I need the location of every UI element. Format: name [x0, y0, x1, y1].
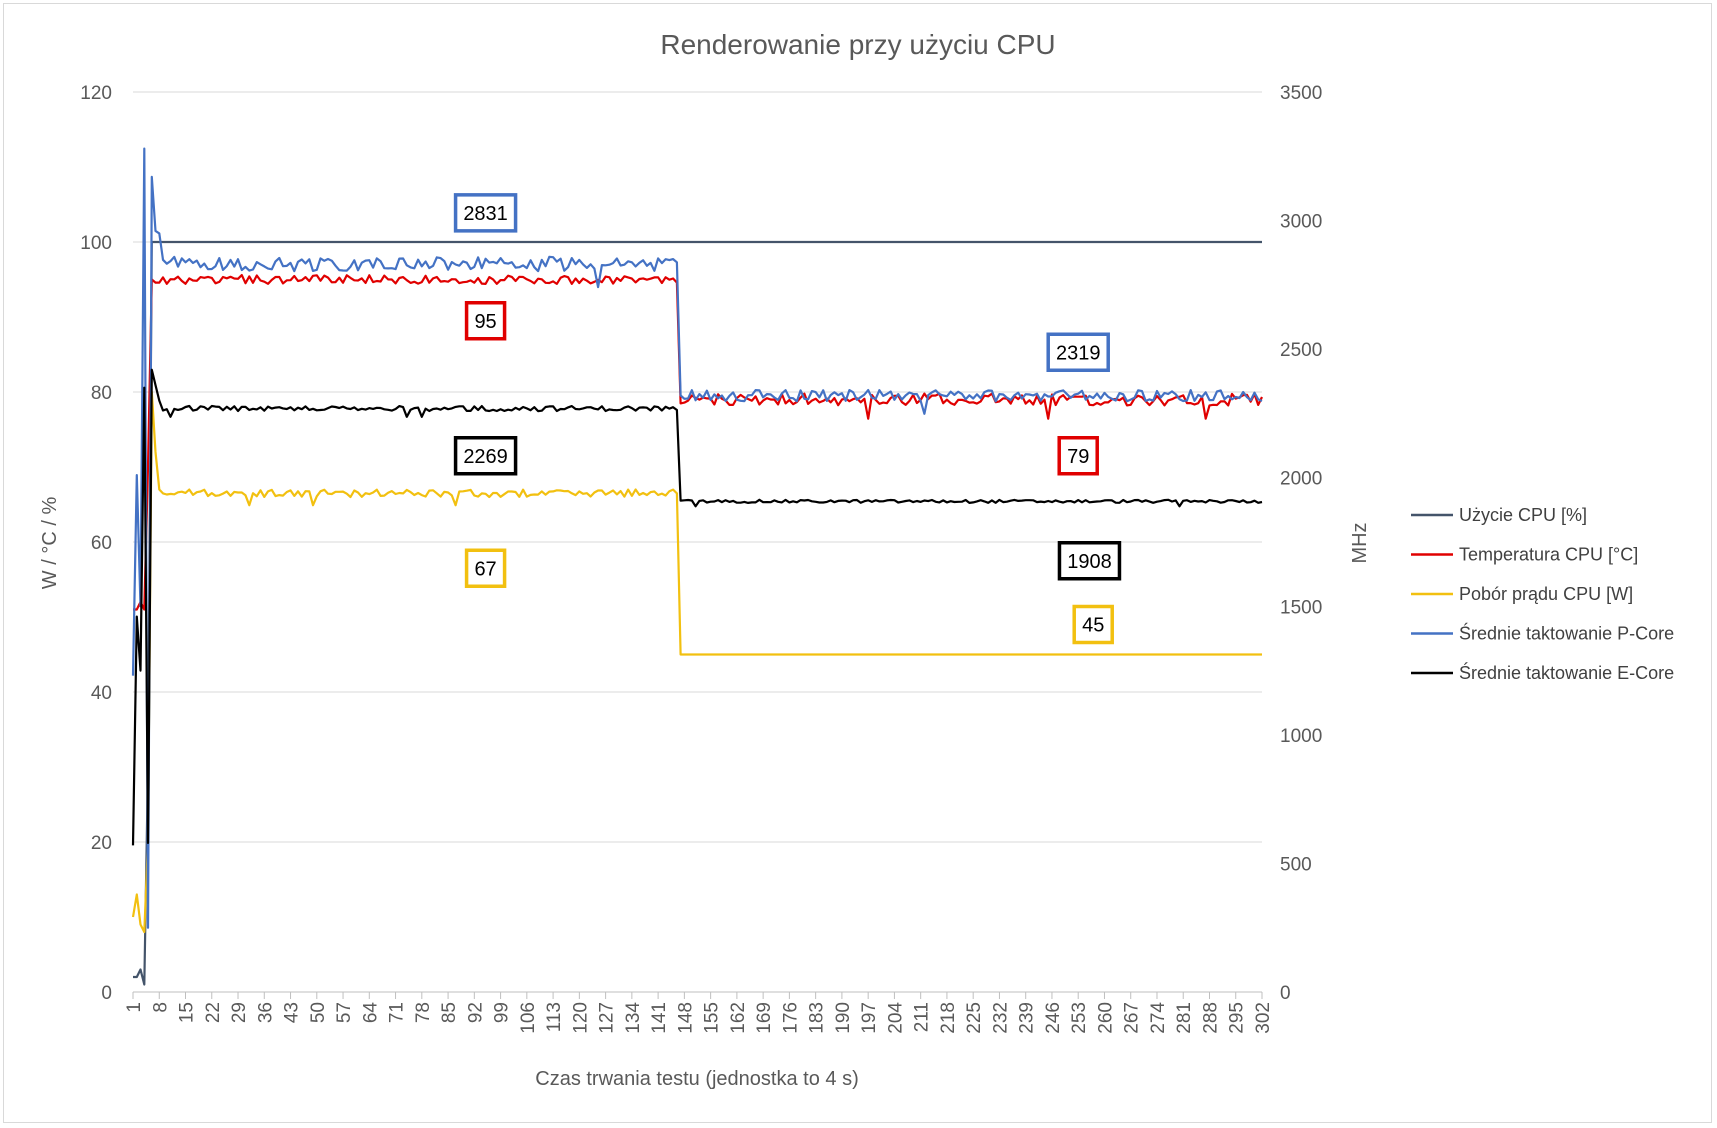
x-tick-label: 8: [150, 1002, 171, 1013]
x-tick-label: 183: [807, 1002, 828, 1034]
x-tick-label: 176: [780, 1002, 801, 1034]
y-left-tick-label: 40: [91, 683, 112, 704]
x-tick-label: 162: [728, 1002, 749, 1034]
x-tick-label: 99: [492, 1002, 513, 1023]
x-tick-label: 288: [1200, 1002, 1221, 1034]
x-tick-label: 204: [885, 1002, 906, 1034]
x-tick-label: 211: [912, 1002, 933, 1032]
y-right-tick-label: 0: [1280, 983, 1291, 1004]
y-right-tick-label: 1500: [1280, 597, 1322, 618]
x-tick-label: 50: [308, 1002, 329, 1023]
x-tick-label: 155: [702, 1002, 723, 1034]
callout-box: [1057, 541, 1122, 581]
x-tick-label: 246: [1043, 1002, 1064, 1034]
x-tick-label: 64: [360, 1002, 381, 1024]
x-tick-label: 57: [334, 1002, 355, 1023]
legend: Użycie CPU [%] Temperatura CPU [°C] Pobór …: [1411, 505, 1674, 683]
x-tick-label: 43: [282, 1002, 303, 1023]
x-tick-label: 120: [570, 1002, 591, 1034]
x-tick-label: 169: [754, 1002, 775, 1034]
x-tick-label: 15: [177, 1002, 198, 1023]
x-tick-label: 260: [1095, 1002, 1116, 1034]
y-right-tick-label: 2000: [1280, 469, 1322, 490]
legend-label: Średnie taktowanie E-Core: [1459, 662, 1674, 683]
chart-title: Renderowanie przy użyciu CPU: [660, 29, 1055, 60]
callout-box: [453, 193, 518, 233]
y-right-tick-label: 3000: [1280, 212, 1322, 233]
callout-box: [453, 436, 518, 476]
legend-label: Użycie CPU [%]: [1459, 505, 1587, 525]
x-tick-label: 302: [1253, 1002, 1274, 1034]
callout-label: 1908: [1067, 551, 1112, 573]
x-tick-label: 232: [990, 1002, 1011, 1034]
y-right-tick-label: 500: [1280, 854, 1312, 875]
x-tick-label: 71: [387, 1002, 408, 1023]
x-tick-label: 239: [1017, 1002, 1038, 1034]
x-tick-label: 1: [124, 1002, 145, 1013]
x-tick-label: 92: [465, 1002, 486, 1023]
series-line: [131, 390, 1262, 934]
y-left-tick-label: 80: [91, 383, 112, 404]
x-tick-label: 281: [1174, 1002, 1195, 1034]
x-tick-label: 106: [518, 1002, 539, 1034]
x-tick-label: 78: [413, 1002, 434, 1023]
y-axis-left-ticks: 0 20 40 60 80 100 120: [80, 83, 112, 1004]
value-callouts: 2831 95 2269 67 2319 79 1908 45: [453, 193, 1122, 645]
y-right-tick-label: 2500: [1280, 340, 1322, 361]
callout-label: 67: [474, 558, 496, 580]
x-axis-ticks: 1 8 15 22 29 36 43 50 57 64 71 78 85 92 99 106 113 120 127…: [124, 991, 1274, 1034]
x-tick-label: 218: [938, 1002, 959, 1034]
callout-label: 45: [1082, 615, 1104, 637]
legend-label: Pobór prądu CPU [W]: [1459, 584, 1633, 604]
x-tick-label: 29: [229, 1002, 250, 1023]
x-tick-label: 127: [597, 1002, 618, 1034]
callout-box: [1046, 332, 1110, 372]
x-tick-label: 190: [833, 1002, 854, 1034]
callout-label: 79: [1067, 446, 1089, 468]
callout-box: [464, 548, 507, 588]
callout-label: 2831: [463, 203, 508, 225]
x-tick-label: 141: [649, 1002, 670, 1034]
y-left-tick-label: 100: [80, 233, 112, 254]
y-right-tick-label: 1000: [1280, 726, 1322, 747]
callout-label: 2319: [1056, 342, 1101, 364]
x-tick-label: 36: [255, 1002, 276, 1023]
x-tick-label: 22: [203, 1002, 224, 1023]
y-axis-left-label: W / °C / %: [39, 497, 61, 590]
x-tick-label: 274: [1148, 1002, 1169, 1034]
x-tick-label: 197: [859, 1002, 880, 1034]
x-tick-label: 295: [1227, 1002, 1248, 1034]
y-axis-right-label: MHz: [1349, 522, 1371, 563]
callout-box: [464, 301, 507, 341]
y-left-tick-label: 120: [80, 83, 112, 104]
callout-label: 2269: [463, 446, 508, 468]
y-left-tick-label: 20: [91, 833, 112, 854]
x-tick-label: 148: [675, 1002, 696, 1034]
x-tick-label: 225: [964, 1002, 985, 1034]
series-lines: [131, 147, 1263, 986]
y-left-tick-label: 0: [101, 983, 112, 1004]
x-tick-label: 113: [544, 1002, 565, 1032]
series-line: [131, 147, 1263, 929]
y-right-tick-label: 3500: [1280, 83, 1322, 104]
callout-label: 95: [474, 311, 496, 333]
legend-label: Temperatura CPU [°C]: [1459, 545, 1638, 565]
y-axis-right-ticks: 0 500 1000 1500 2000 2500 3000 3500: [1280, 83, 1322, 1004]
series-line: [131, 368, 1263, 846]
chart-frame: [3, 3, 1712, 1123]
callout-box: [1072, 604, 1114, 645]
x-tick-label: 253: [1069, 1002, 1090, 1034]
callout-box: [1057, 436, 1099, 476]
y-left-tick-label: 60: [91, 533, 112, 554]
x-axis-label: Czas trwania testu (jednostka to 4 s): [535, 1068, 858, 1090]
series-line: [133, 240, 1262, 986]
x-tick-label: 267: [1122, 1002, 1143, 1034]
x-tick-label: 134: [623, 1002, 644, 1034]
legend-label: Średnie taktowanie P-Core: [1459, 623, 1674, 644]
x-tick-label: 85: [439, 1002, 460, 1023]
